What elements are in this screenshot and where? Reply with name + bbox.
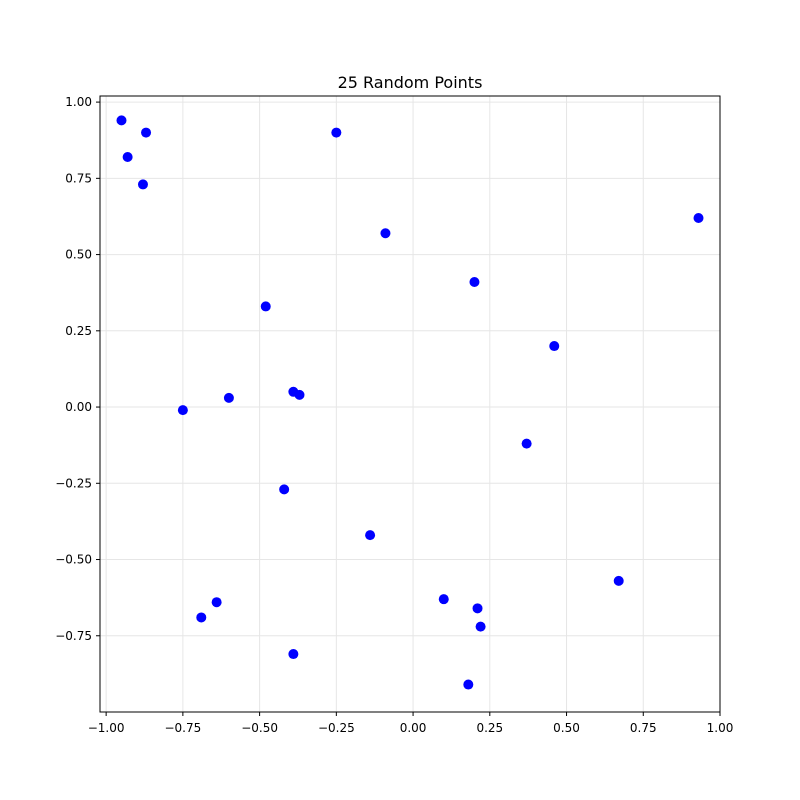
data-point bbox=[279, 484, 290, 495]
grid bbox=[100, 96, 721, 712]
data-point bbox=[294, 389, 305, 400]
data-point bbox=[380, 228, 391, 239]
y-axis: 1.00 0.75 0.50 0.25 0.00 −0.25 −0.50 −0.75 bbox=[55, 95, 100, 643]
data-point bbox=[260, 301, 271, 312]
plot-frame bbox=[99, 95, 721, 713]
x-tick-label: 1.00 bbox=[707, 721, 734, 735]
y-tick-label: 0.75 bbox=[65, 171, 92, 185]
x-axis: −1.00 −0.75 −0.50 −0.25 0.00 0.25 0.50 0.75 1.00 bbox=[88, 712, 734, 735]
data-point bbox=[463, 679, 474, 690]
data-point bbox=[141, 127, 152, 138]
data-points bbox=[116, 115, 704, 690]
data-point bbox=[549, 341, 560, 352]
data-point bbox=[288, 649, 299, 660]
y-tick-label: −0.50 bbox=[55, 553, 92, 567]
data-point bbox=[116, 115, 127, 126]
y-tick-label: 1.00 bbox=[65, 95, 92, 109]
x-tick-label: −0.75 bbox=[164, 721, 201, 735]
x-tick-label: 0.50 bbox=[553, 721, 580, 735]
data-point bbox=[177, 405, 188, 416]
data-point bbox=[211, 597, 222, 608]
x-tick-label: −0.25 bbox=[318, 721, 355, 735]
data-point bbox=[475, 621, 486, 632]
data-point bbox=[137, 179, 148, 190]
data-point bbox=[331, 127, 342, 138]
y-tick-label: 0.00 bbox=[65, 400, 92, 414]
data-point bbox=[521, 438, 532, 449]
data-point bbox=[472, 603, 483, 614]
data-point bbox=[196, 612, 207, 623]
data-point bbox=[122, 151, 133, 162]
data-point bbox=[223, 392, 234, 403]
chart-title: 25 Random Points bbox=[338, 73, 483, 92]
y-tick-label: −0.25 bbox=[55, 476, 92, 490]
y-tick-label: 0.25 bbox=[65, 324, 92, 338]
data-point bbox=[469, 277, 480, 288]
x-tick-label: 0.25 bbox=[476, 721, 503, 735]
y-tick-label: −0.75 bbox=[55, 629, 92, 643]
x-tick-label: 0.75 bbox=[630, 721, 657, 735]
data-point bbox=[613, 575, 624, 586]
x-tick-label: 0.00 bbox=[400, 721, 427, 735]
data-point bbox=[365, 530, 376, 541]
x-tick-label: −0.50 bbox=[241, 721, 278, 735]
data-point bbox=[693, 212, 704, 223]
y-tick-label: 0.50 bbox=[65, 248, 92, 262]
data-point bbox=[438, 594, 449, 605]
x-tick-label: −1.00 bbox=[88, 721, 125, 735]
